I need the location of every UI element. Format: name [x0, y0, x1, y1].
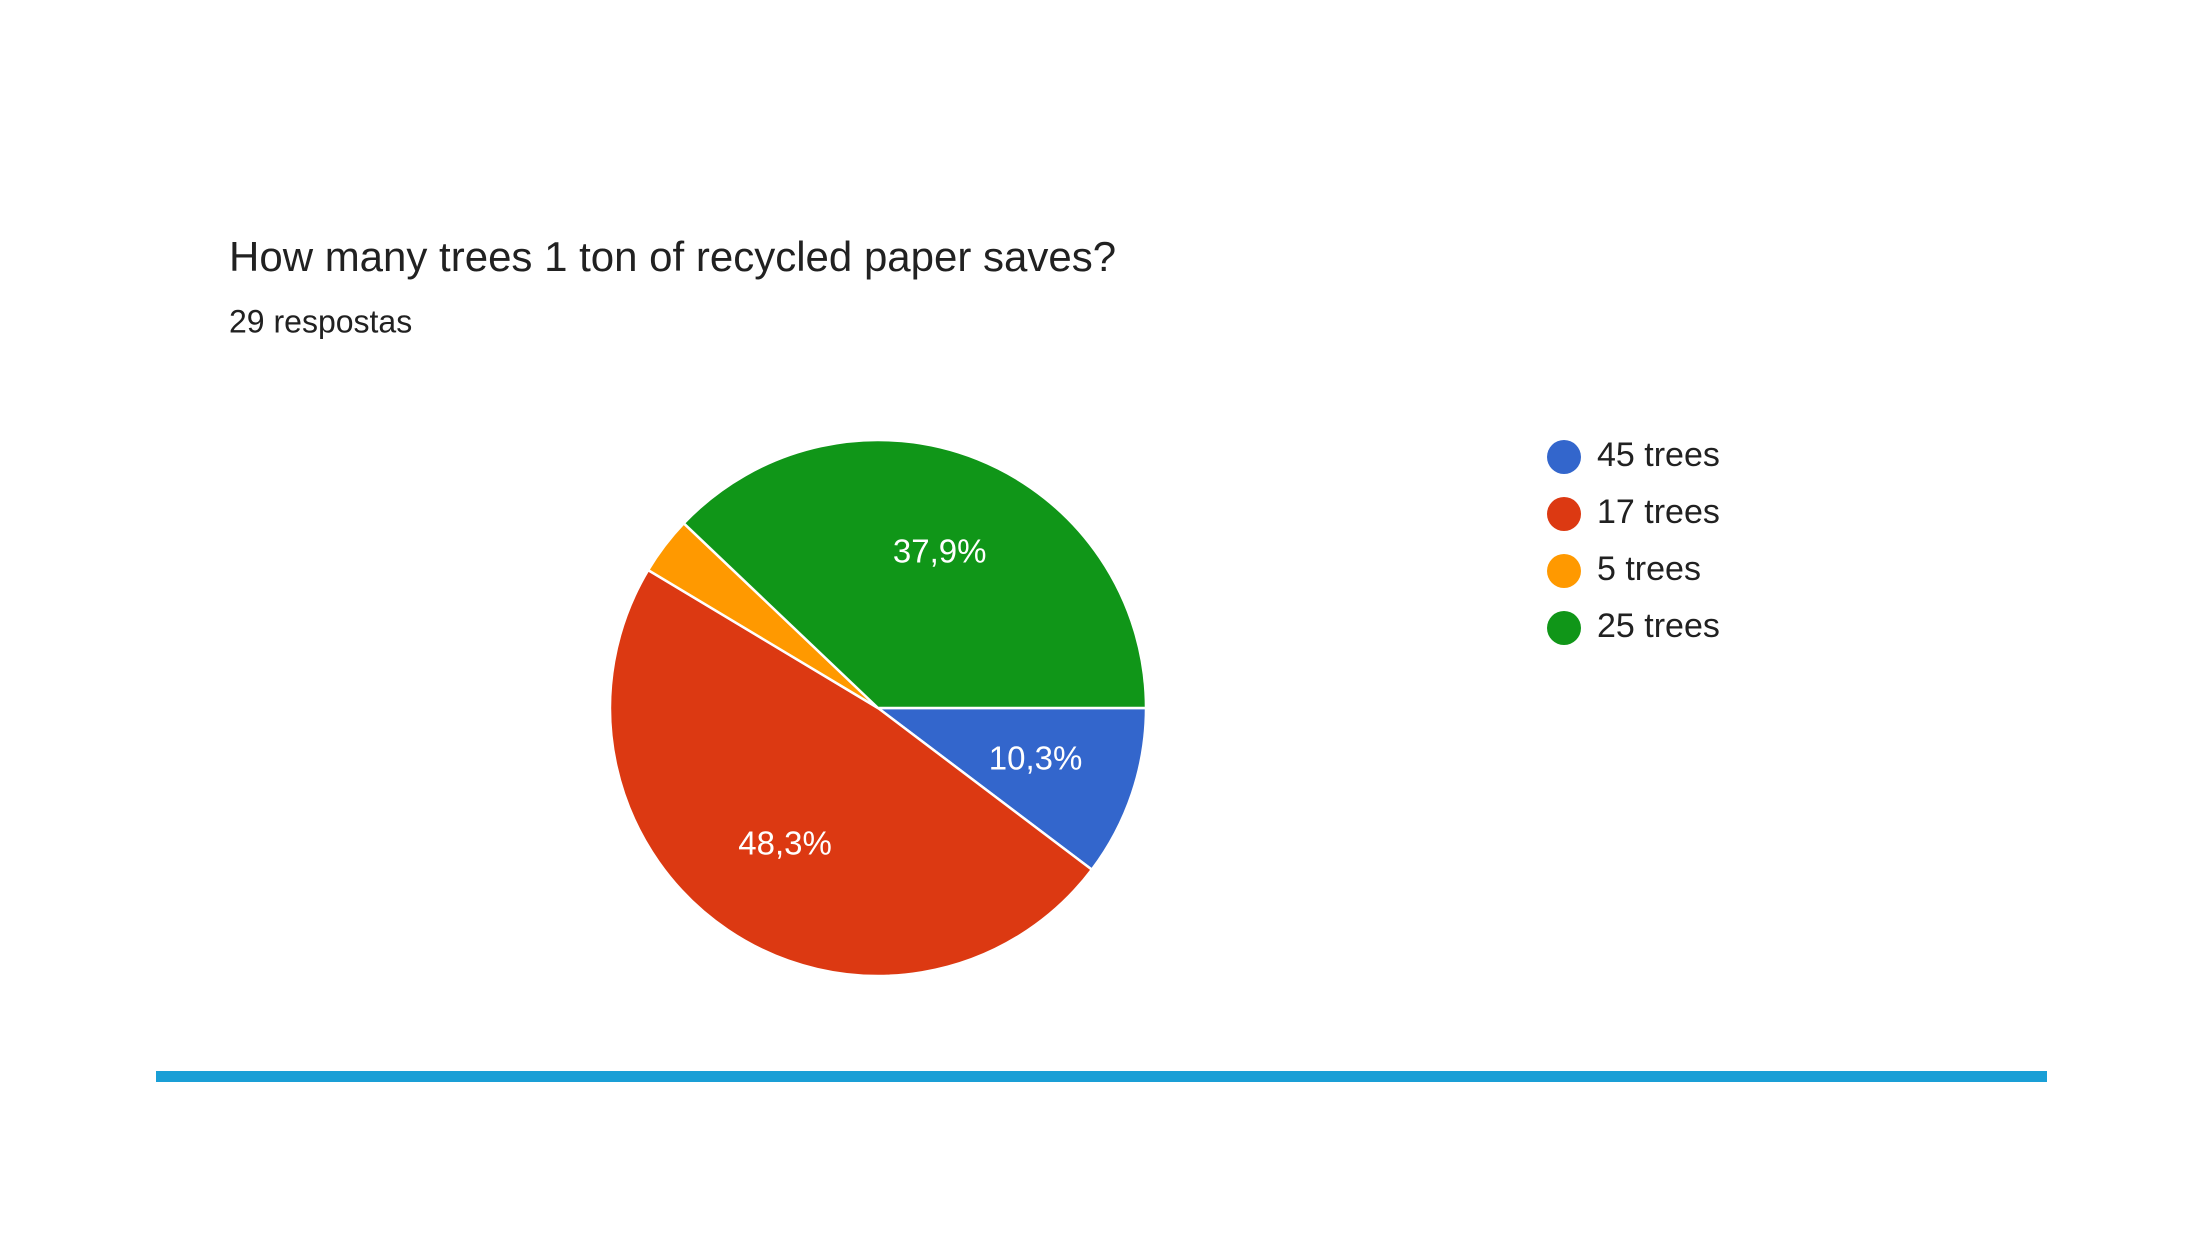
pie-slice	[608, 568, 1094, 978]
legend-label: 45 trees	[1597, 436, 1720, 474]
legend-marker	[1547, 440, 1581, 474]
chart-title: How many trees 1 ton of recycled paper s…	[229, 233, 1116, 280]
data-label: 10,3%	[989, 740, 1083, 777]
divider	[156, 1071, 2047, 1082]
legend-label: 17 trees	[1597, 493, 1720, 531]
legend-label: 25 trees	[1597, 607, 1720, 645]
legend-marker	[1547, 611, 1581, 645]
legend-label: 5 trees	[1597, 550, 1701, 588]
data-label: 48,3%	[738, 824, 832, 861]
legend-marker	[1547, 554, 1581, 588]
pie-slice	[682, 438, 1148, 710]
pie-slice	[874, 706, 1148, 872]
legend-marker	[1547, 497, 1581, 531]
chart-subtitle: 29 respostas	[229, 303, 412, 339]
data-label: 37,9%	[893, 532, 987, 569]
